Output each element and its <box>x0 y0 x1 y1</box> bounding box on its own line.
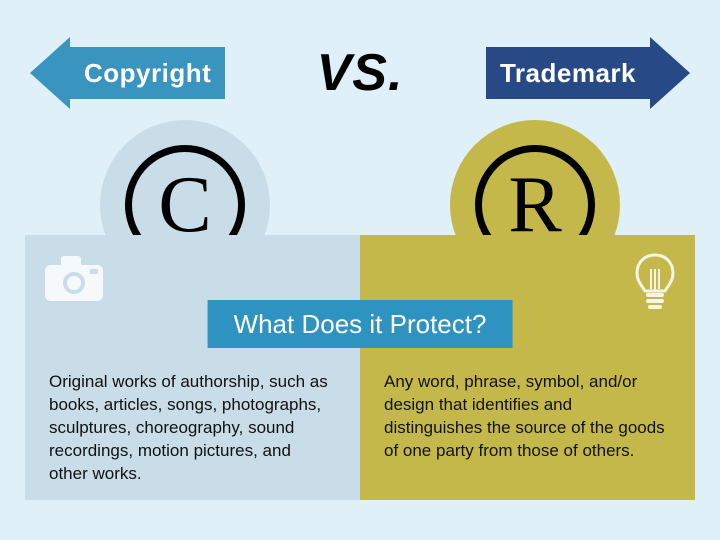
copyright-body-text: Original works of authorship, such as bo… <box>49 371 334 486</box>
left-arrow-head-icon <box>30 37 70 109</box>
trademark-body-text: Any word, phrase, symbol, and/or design … <box>384 371 669 463</box>
vs-label: VS. <box>317 43 404 103</box>
lightbulb-icon <box>633 253 677 320</box>
trademark-panel: Any word, phrase, symbol, and/or design … <box>360 235 695 500</box>
left-arrow-label: Copyright <box>70 47 225 99</box>
right-arrow-label: Trademark <box>486 47 650 99</box>
header-arrow-row: Copyright VS. Trademark <box>0 38 720 108</box>
left-arrow: Copyright <box>30 47 225 99</box>
camera-icon <box>43 253 105 308</box>
right-arrow: Trademark <box>486 47 690 99</box>
copyright-panel: Original works of authorship, such as bo… <box>25 235 360 500</box>
right-arrow-head-icon <box>650 37 690 109</box>
infographic-canvas: Copyright VS. Trademark C R Original wor… <box>0 0 720 540</box>
section-heading-banner: What Does it Protect? <box>208 300 513 348</box>
